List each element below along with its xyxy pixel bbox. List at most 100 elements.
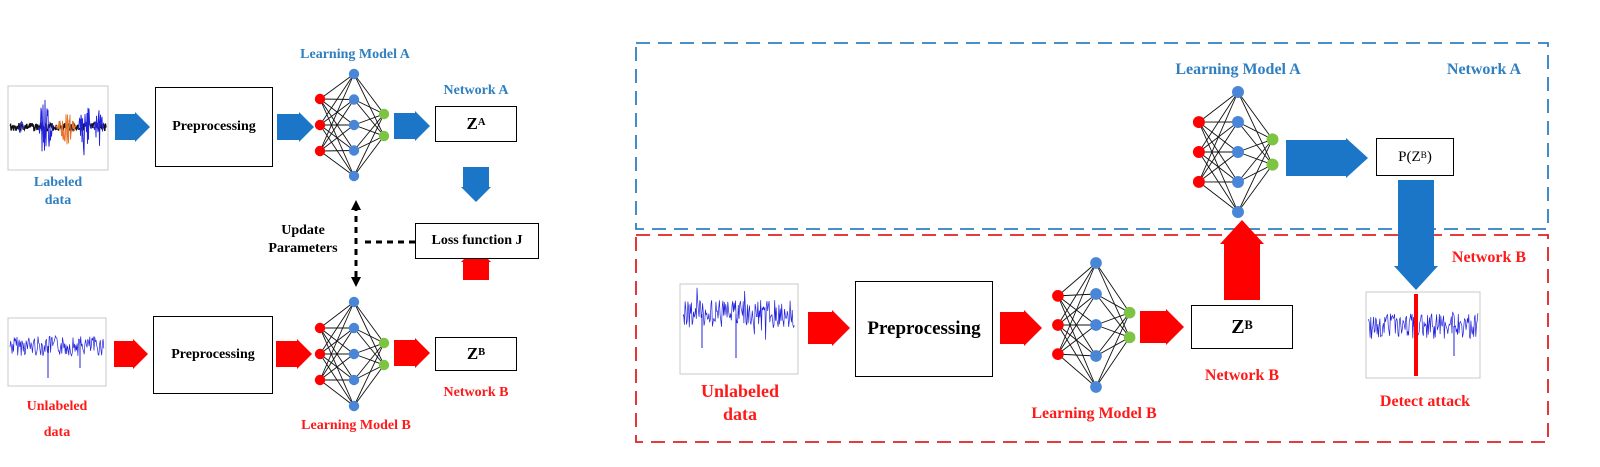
nn-node — [348, 348, 360, 360]
detect-attack-label: Detect attack — [1379, 393, 1471, 410]
nn-edge — [1095, 312, 1131, 388]
arrow-za-to-loss — [461, 167, 491, 202]
nn-edge — [319, 73, 355, 152]
nn-node — [1232, 206, 1244, 218]
nn-node — [378, 108, 390, 120]
nn-node — [348, 119, 360, 131]
learning-model-a-label-left: Learning Model A — [300, 47, 410, 62]
nn-edge — [1237, 121, 1273, 140]
nn-node — [1123, 306, 1136, 319]
network-b-frame-label: Network B — [1451, 249, 1527, 266]
nn-node — [348, 400, 360, 412]
attack-marker — [1414, 294, 1418, 376]
nn-edge — [1095, 293, 1130, 338]
nn-node — [1192, 116, 1205, 129]
nn-edge — [319, 379, 355, 407]
preprocessing-box-right: Preprocessing — [855, 281, 993, 377]
nn-edge — [353, 135, 385, 177]
unlabeled-data-signal-left — [7, 317, 107, 387]
nn-edge — [1057, 353, 1097, 357]
preprocessing-box-top: Preprocessing — [155, 87, 273, 167]
nn-node — [348, 145, 360, 156]
detect-attack-signal — [1365, 291, 1481, 379]
arrow-zb-to-model-a — [1220, 220, 1264, 300]
nn-node — [1192, 175, 1205, 188]
learning-model-b-label-left: Learning Model B — [301, 418, 411, 433]
arrow-preprocessing-to-model-b-right — [1000, 310, 1042, 346]
nn-node — [348, 374, 360, 386]
nn-edge — [1057, 293, 1097, 297]
nn-node — [1090, 350, 1102, 362]
z-b-base: Z — [1231, 315, 1245, 338]
nn-edge — [1095, 336, 1130, 357]
nn-node — [1232, 176, 1244, 188]
nn-node — [1052, 319, 1064, 331]
z-a-base: Z — [466, 114, 478, 133]
preprocessing-label: Preprocessing — [171, 347, 255, 362]
arrow-preprocessing-to-model-b — [276, 339, 312, 369]
nn-edge — [1057, 324, 1097, 388]
nn-node — [1090, 257, 1102, 269]
nn-edge — [1057, 262, 1097, 326]
nn-edge — [1237, 164, 1273, 183]
nn-edge — [319, 73, 355, 100]
nn-edge — [1237, 139, 1273, 183]
nn-edge — [353, 342, 385, 381]
nn-edge — [353, 353, 385, 366]
nn-edge — [1237, 138, 1273, 153]
nn-edge — [353, 327, 385, 366]
nn-node — [314, 93, 326, 105]
nn-node — [1090, 288, 1102, 300]
nn-edge — [1198, 91, 1239, 153]
nn-edge — [353, 73, 385, 115]
nn-edge — [319, 301, 355, 329]
nn-edge — [353, 301, 385, 344]
nn-node — [1232, 146, 1244, 158]
nn-edge — [1057, 262, 1097, 355]
z-b-sup: B — [1244, 318, 1253, 333]
nn-edge — [1095, 312, 1130, 326]
nn-edge — [353, 135, 385, 151]
nn-edge — [353, 364, 385, 381]
loss-function-box: Loss function J — [415, 223, 539, 259]
prob-suffix: ) — [1426, 148, 1432, 165]
nn-node — [378, 337, 390, 349]
nn-edge — [319, 301, 355, 355]
nn-edge — [1198, 91, 1239, 123]
labeled-burst-blue — [77, 107, 93, 156]
preprocessing-label: Preprocessing — [867, 318, 981, 339]
arrow-labeled-to-preprocessing — [115, 112, 150, 142]
nn-edge — [1095, 324, 1130, 338]
neural-net-right-model-b — [1052, 257, 1136, 393]
nn-edge — [319, 353, 355, 381]
nn-edge — [1057, 324, 1097, 355]
nn-edge — [1198, 121, 1239, 183]
nn-edge — [1057, 262, 1097, 297]
prob-sup: B — [1420, 151, 1427, 162]
neural-net-left-model-a — [314, 68, 390, 182]
nn-edge — [1057, 295, 1097, 388]
preprocessing-box-bottom: Preprocessing — [153, 316, 273, 394]
learning-model-b-label-right: Learning Model B — [1031, 405, 1157, 422]
nn-edge — [1237, 121, 1273, 165]
labeled-burst-blue — [37, 99, 54, 152]
labeled-burst-orange — [55, 114, 77, 145]
nn-node — [1123, 331, 1136, 344]
arrow-unlabeled-to-preprocessing — [114, 339, 148, 369]
labeled-burst-blue — [93, 110, 105, 146]
arrow-preprocessing-to-model-a — [277, 112, 314, 142]
nn-edge — [1095, 337, 1130, 388]
nn-edge — [1057, 353, 1097, 388]
nn-edge — [319, 73, 355, 126]
signal-trace — [1367, 311, 1479, 339]
prob-z-b-box: P(Z B) — [1376, 138, 1454, 176]
nn-edge — [353, 327, 385, 344]
nn-edge — [1095, 262, 1130, 313]
update-parameters-label: Update Parameters — [268, 223, 338, 256]
unlabeled-data-label-line1: Unlabeled — [26, 399, 88, 414]
